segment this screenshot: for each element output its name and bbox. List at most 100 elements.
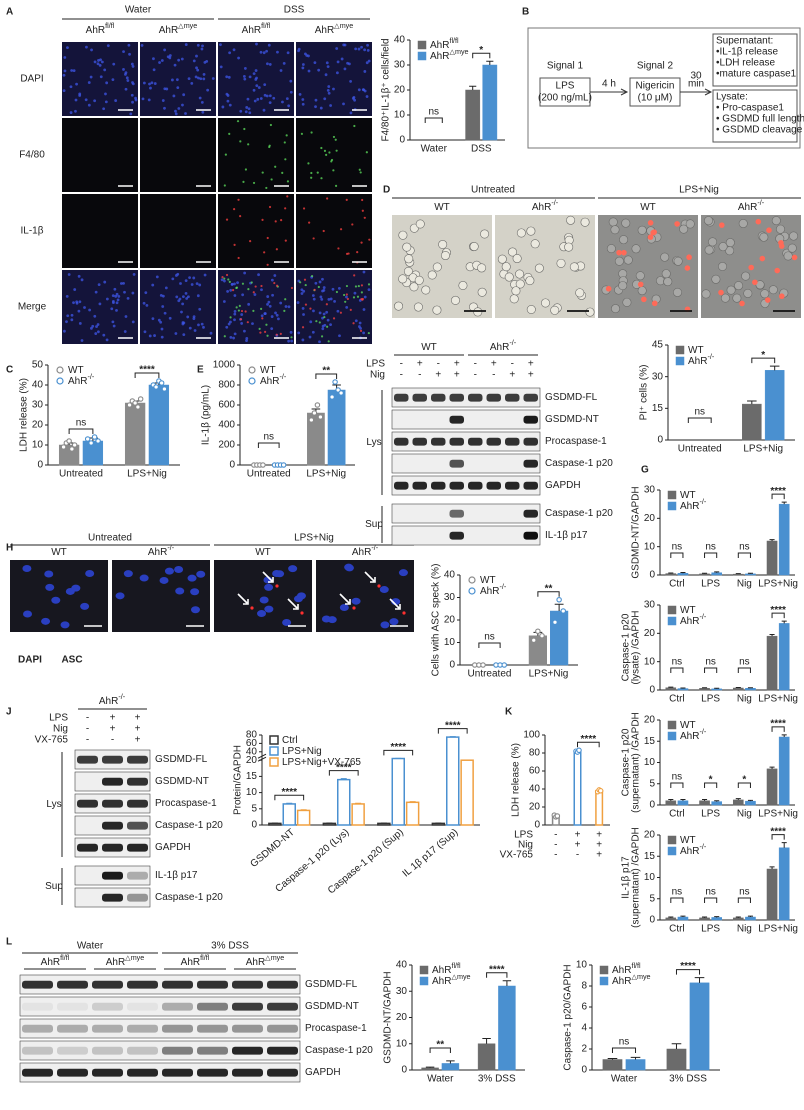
image-texture	[226, 290, 230, 293]
image-texture	[252, 309, 255, 312]
bar	[732, 687, 744, 691]
data-point	[539, 632, 545, 639]
x-tick-label: LPS+Nig	[529, 669, 569, 680]
image-texture	[569, 262, 579, 272]
y-tick-label: 30	[652, 371, 664, 382]
image-texture	[318, 280, 322, 284]
image-texture	[322, 286, 326, 289]
significance-bracket	[429, 1047, 451, 1053]
treatment-label: VX-765	[35, 735, 69, 746]
band-label: GAPDH	[545, 480, 581, 491]
treatment-mark: +	[509, 370, 515, 381]
blot-strip	[391, 503, 541, 524]
image-texture	[229, 320, 232, 324]
image-texture	[284, 298, 287, 301]
error-bar	[747, 400, 757, 405]
image-texture	[173, 63, 177, 67]
legend-label-base: LPS+Nig+VX-765	[282, 757, 361, 768]
image-texture	[260, 307, 263, 310]
image-texture	[153, 334, 156, 337]
image-texture	[329, 297, 333, 301]
x-tick-label: Water	[421, 144, 448, 155]
image-texture	[684, 265, 691, 271]
significance-bracket	[577, 741, 600, 748]
image-texture	[300, 611, 304, 615]
image-texture	[247, 302, 251, 306]
image-texture	[673, 287, 683, 297]
legend-swatch	[419, 965, 429, 975]
significance-bracket	[737, 782, 751, 788]
y-tick-label: 0	[581, 1065, 587, 1076]
image-texture	[264, 330, 267, 333]
image-texture	[195, 282, 199, 286]
image-texture	[103, 68, 107, 72]
image-texture	[333, 299, 336, 303]
image-texture	[352, 96, 356, 99]
image-texture	[106, 44, 110, 48]
image-texture	[233, 243, 236, 246]
image-texture	[357, 47, 361, 51]
image-texture	[150, 81, 154, 85]
legend-label: WT	[260, 365, 276, 376]
image-texture	[44, 570, 54, 578]
image-texture	[321, 327, 325, 331]
image-texture	[159, 293, 163, 297]
stain-label: ASC	[61, 655, 82, 666]
image-texture	[394, 301, 404, 311]
treatment-mark: +	[528, 359, 534, 370]
error-bar	[747, 799, 753, 802]
image-texture	[70, 318, 74, 322]
image-texture	[129, 112, 133, 116]
step-title: Signal 2	[637, 61, 674, 72]
image-texture	[151, 317, 155, 321]
image-texture	[356, 295, 360, 298]
image-texture	[184, 279, 188, 282]
image-texture	[157, 318, 161, 322]
fraction-label: Lys	[366, 437, 381, 448]
image-texture	[237, 56, 240, 60]
image-texture	[228, 103, 232, 107]
image-texture	[236, 120, 240, 123]
image-texture	[743, 288, 753, 298]
significance-bracket	[486, 972, 508, 978]
error-bar	[735, 798, 741, 800]
error-bar	[694, 977, 705, 983]
bar	[465, 89, 481, 141]
legend-label-sup: fl/fl	[449, 36, 459, 45]
image-texture	[477, 263, 487, 273]
image-texture	[290, 339, 294, 343]
data-point	[158, 380, 165, 386]
image-texture	[140, 44, 144, 47]
image-texture	[240, 313, 244, 316]
image-texture	[398, 274, 408, 284]
bar	[711, 688, 723, 691]
significance-bracket	[274, 794, 305, 801]
image-texture	[718, 242, 728, 252]
image-texture	[168, 54, 172, 57]
image-texture	[74, 98, 78, 102]
image-texture	[322, 312, 326, 316]
image-texture	[77, 309, 81, 313]
image-texture	[353, 291, 357, 295]
image-texture	[209, 331, 213, 335]
error-bar	[781, 501, 787, 505]
image-texture	[254, 69, 258, 72]
treatment-mark: -	[111, 735, 114, 746]
legend-swatch	[468, 587, 476, 595]
image-texture	[248, 111, 252, 115]
image-texture	[65, 294, 69, 298]
image-texture	[679, 224, 689, 234]
image-texture	[186, 315, 190, 319]
image-texture	[193, 329, 197, 332]
y-axis-label: (lysate) /GAPDH	[631, 611, 642, 685]
readout-box	[712, 89, 798, 143]
bar	[666, 1048, 687, 1071]
x-tick-label: 3% DSS	[478, 1074, 516, 1085]
image-texture	[647, 234, 654, 240]
blot-band	[431, 481, 446, 490]
panel-letter: H	[6, 543, 13, 554]
image-texture	[265, 49, 268, 53]
image-texture	[134, 96, 137, 100]
image-texture	[275, 333, 278, 336]
image-texture	[326, 325, 329, 328]
